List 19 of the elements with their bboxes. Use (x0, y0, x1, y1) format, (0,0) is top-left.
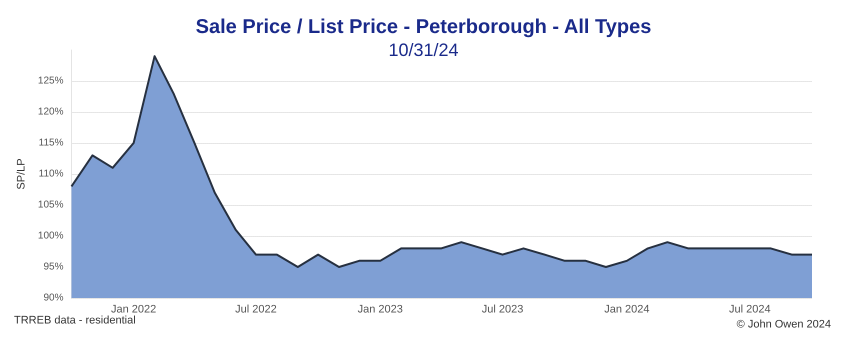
y-tick-label: 90% (43, 292, 64, 304)
y-axis-title: SP/LP (16, 158, 28, 190)
y-tick-label: 95% (43, 262, 64, 272)
y-tick-label: 100% (38, 230, 64, 242)
y-tick-label: 125% (38, 76, 64, 86)
x-tick-label: Jan 2022 (111, 304, 156, 316)
x-tick-label: Jan 2023 (358, 304, 403, 316)
y-tick-label: 120% (38, 106, 64, 118)
text: © John Owen 2024 (736, 318, 832, 330)
y-tick-label: 115% (38, 138, 64, 148)
chart-title: Sale Price / List Price - Peterborough - All Types (196, 16, 652, 38)
x-tick-label: Jul 2022 (235, 304, 277, 316)
y-tick-label: 110% (38, 168, 64, 180)
y-tick-label: 105% (38, 200, 64, 210)
text: TRREB data - residential (14, 314, 136, 326)
x-tick-label: Jan 2024 (604, 304, 650, 316)
x-tick-label: Jul 2024 (729, 304, 771, 316)
x-tick-label: Jul 2023 (482, 304, 524, 316)
chart-subtitle: 10/31/24 (388, 40, 459, 60)
